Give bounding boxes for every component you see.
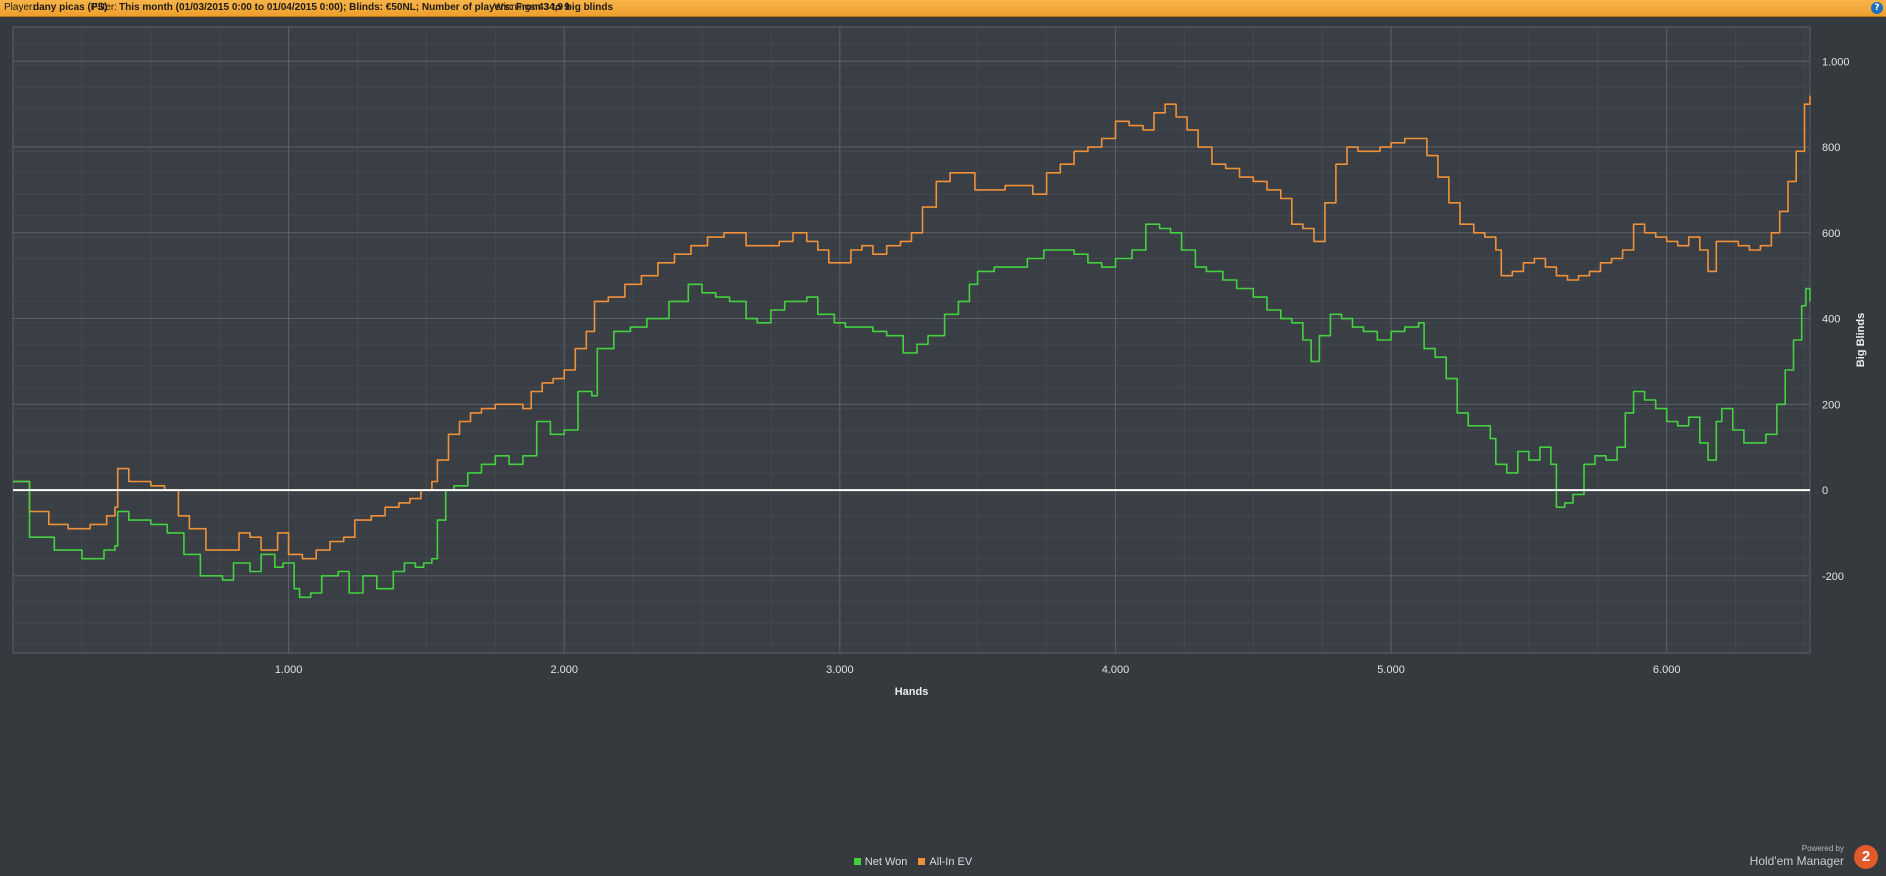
y-tick-label: 200	[1822, 399, 1840, 411]
x-tick-label: 3.000	[826, 664, 854, 676]
x-tick-label: 6.000	[1653, 664, 1681, 676]
help-icon[interactable]: ?	[1871, 2, 1883, 14]
x-tick-label: 5.000	[1377, 664, 1405, 676]
winnings-label: Winnings:	[494, 2, 538, 13]
x-tick-label: 1.000	[275, 664, 303, 676]
x-tick-label: 2.000	[550, 664, 578, 676]
legend-label-net-won: Net Won	[864, 856, 908, 868]
winnings-value: 434,9 big blinds	[538, 2, 614, 13]
branding: Powered by Hold'em Manager 2	[1718, 842, 1878, 872]
series-line-net-won	[13, 223, 1811, 599]
legend-item-net-won[interactable]: Net Won	[853, 856, 908, 868]
hem2-logo-icon: 2	[1854, 845, 1878, 869]
series-layer	[13, 95, 1811, 599]
y-tick-label: 400	[1822, 314, 1840, 326]
plot-area	[12, 26, 1811, 654]
x-tick-label: 4.000	[1102, 664, 1130, 676]
filter-bar: Player: dany picas (PS) Filter: This mon…	[0, 0, 1886, 17]
filter-value: This month (01/03/2015 0:00 to 01/04/201…	[119, 2, 570, 13]
player-label: Player:	[4, 2, 36, 13]
legend: Net Won All-In EV	[0, 856, 1826, 868]
legend-swatch-net-won	[853, 858, 861, 865]
powered-by-text: Powered by	[1801, 844, 1844, 853]
player-value: dany picas (PS)	[33, 2, 108, 13]
y-tick-label: 0	[1822, 485, 1828, 497]
y-tick-label: 1.000	[1822, 56, 1850, 68]
filter-label: Filter:	[92, 2, 117, 13]
y-tick-label: -200	[1822, 571, 1844, 583]
y-axis-title: Big Blinds	[1855, 313, 1867, 367]
legend-label-all-in-ev: All-In EV	[929, 856, 973, 868]
legend-item-all-in-ev[interactable]: All-In EV	[918, 856, 972, 868]
series-line-all-in-ev	[13, 95, 1811, 560]
y-tick-labels: 1.000 800 600 400 200 0 -200	[1822, 56, 1850, 583]
x-tick-labels: 1.000 2.000 3.000 4.000 5.000 6.000	[275, 664, 1681, 676]
legend-swatch-all-in-ev	[918, 858, 926, 865]
graph-chart: 1.000 800 600 400 200 0 -200 1.000 2.000 3.000 4.…	[12, 26, 1867, 698]
y-tick-label: 800	[1822, 142, 1840, 154]
x-axis-title: Hands	[895, 686, 929, 698]
product-name: Hold'em Manager	[1749, 854, 1844, 868]
y-tick-label: 600	[1822, 228, 1840, 240]
